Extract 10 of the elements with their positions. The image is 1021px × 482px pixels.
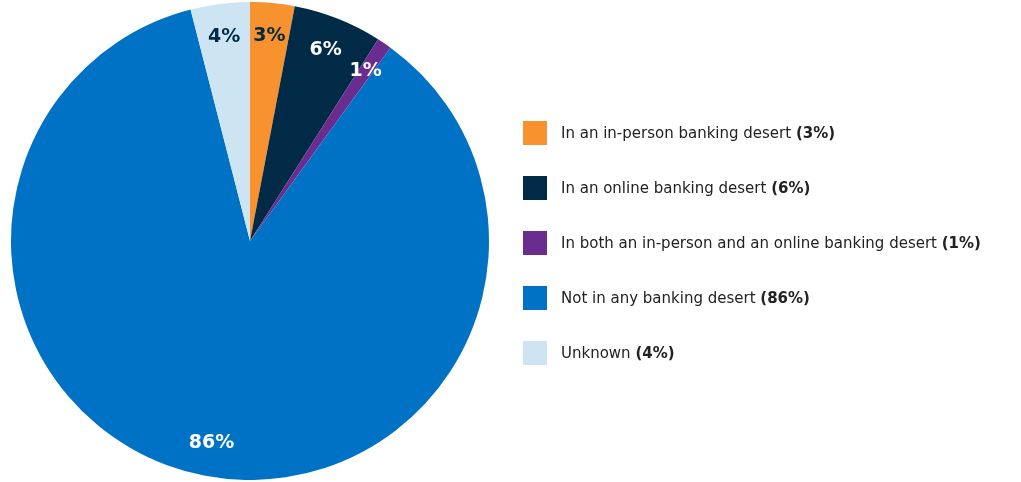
legend-label: In both an in-person and an online banking desert (1%)	[561, 234, 981, 252]
legend-label: Unknown (4%)	[561, 344, 675, 362]
legend-label: In an in-person banking desert (3%)	[561, 124, 836, 142]
data-label: 86%	[188, 429, 235, 452]
data-label: 4%	[208, 24, 241, 47]
data-label: 6%	[309, 36, 342, 59]
legend-label: Not in any banking desert (86%)	[561, 289, 810, 307]
legend-label: In an online banking desert (6%)	[561, 179, 811, 197]
data-label: 1%	[349, 57, 382, 80]
data-label: 3%	[253, 23, 286, 46]
